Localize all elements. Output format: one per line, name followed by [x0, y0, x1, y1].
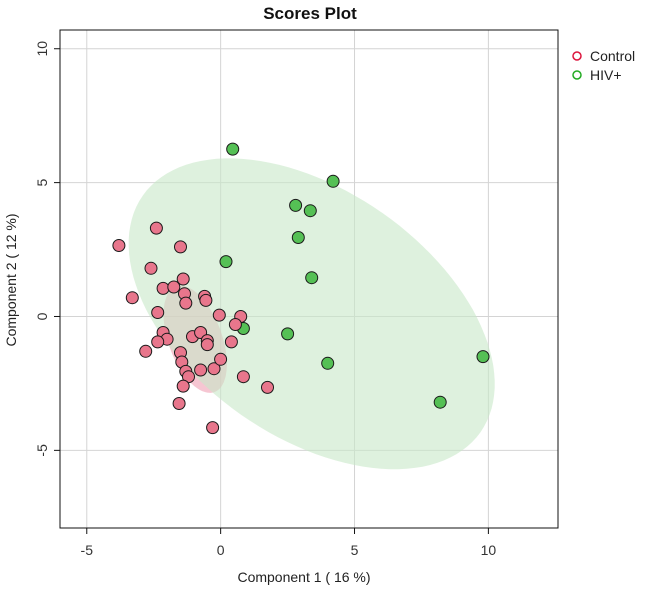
point-control	[151, 306, 165, 319]
point-hiv	[305, 271, 319, 285]
point-control	[200, 338, 214, 352]
point-control	[144, 261, 158, 275]
point-control	[194, 363, 208, 377]
y-tick-label: -5	[34, 444, 50, 457]
chart-title: Scores Plot	[263, 4, 357, 23]
point-control	[112, 239, 126, 252]
point-control	[214, 352, 228, 366]
x-axis-label: Component 1 ( 16 %)	[237, 569, 370, 585]
point-control	[206, 421, 220, 435]
point-control	[156, 281, 170, 295]
x-tick-label: -5	[81, 542, 94, 558]
point-hiv	[281, 327, 295, 341]
point-control	[236, 370, 250, 384]
x-tick-label: 0	[217, 542, 225, 558]
x-tick-label: 10	[481, 542, 497, 558]
point-hiv	[291, 231, 305, 244]
y-axis-label: Component 2 ( 12 %)	[3, 213, 19, 346]
point-control	[207, 362, 221, 376]
point-hiv	[289, 198, 303, 212]
point-control	[228, 318, 242, 331]
point-control	[139, 344, 153, 358]
point-hiv	[303, 204, 317, 218]
point-control	[151, 335, 165, 349]
point-control	[125, 291, 139, 305]
point-control	[167, 280, 181, 294]
point-control	[172, 397, 186, 410]
point-control	[149, 221, 163, 235]
point-hiv	[433, 395, 447, 409]
ellipse-hiv	[128, 158, 495, 470]
point-hiv	[321, 356, 335, 370]
point-control	[212, 308, 226, 322]
point-control	[179, 296, 193, 310]
legend-marker-control	[572, 51, 582, 61]
point-control	[174, 240, 187, 254]
data-points	[112, 142, 490, 435]
point-control	[176, 272, 190, 286]
x-tick-label: 5	[351, 542, 359, 558]
y-tick-label: 5	[34, 179, 50, 187]
point-hiv	[219, 255, 233, 269]
y-tick-label: 10	[34, 41, 50, 57]
legend-label-hiv: HIV+	[590, 67, 622, 83]
point-hiv	[326, 174, 340, 188]
legend-marker-hiv	[572, 70, 582, 80]
plot-frame	[59, 29, 559, 529]
axis-ticks: -5 0 5 10 -5 0 5 10	[34, 41, 496, 558]
point-control	[224, 335, 238, 349]
y-tick-label: 0	[34, 312, 50, 320]
point-control	[176, 379, 190, 393]
point-hiv	[476, 350, 490, 364]
legend: Control HIV+	[572, 48, 635, 83]
point-hiv	[226, 142, 240, 156]
legend-label-control: Control	[590, 48, 635, 64]
point-control	[261, 380, 274, 394]
point-control	[199, 293, 213, 307]
